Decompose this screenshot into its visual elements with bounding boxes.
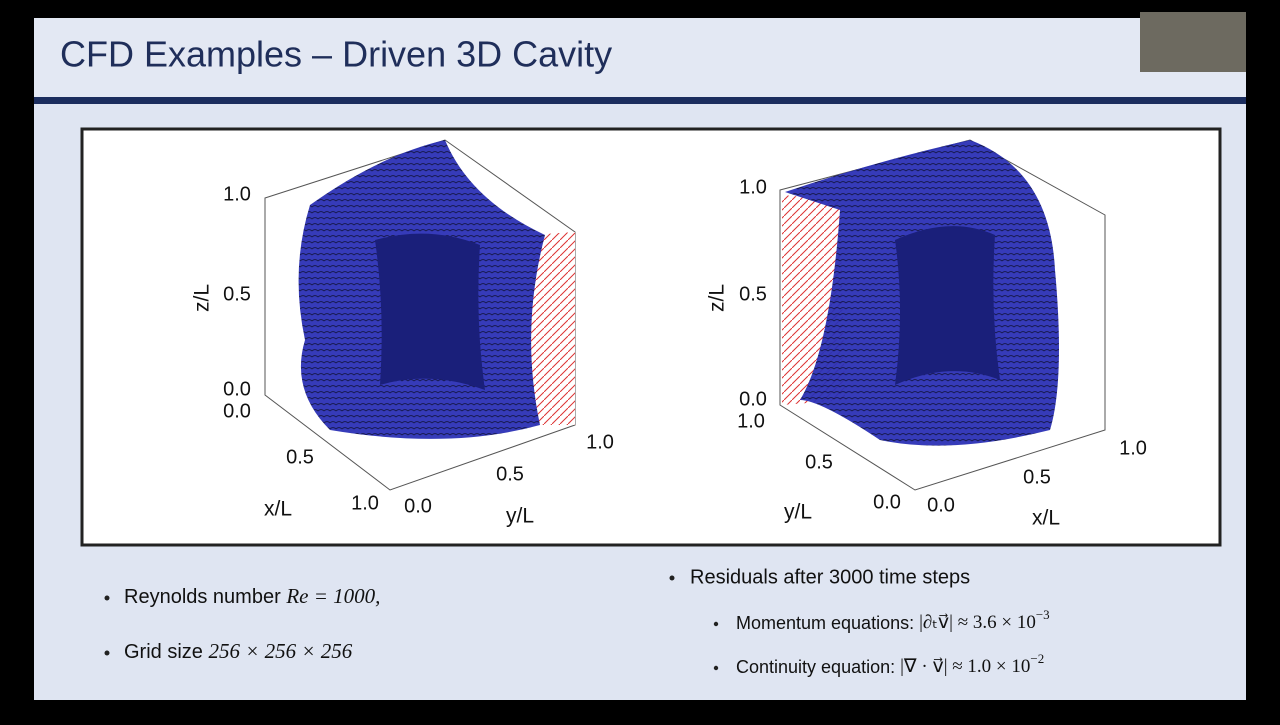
y-tick-label: 0.0 <box>873 491 901 513</box>
z-tick-label: 0.5 <box>223 283 251 305</box>
y-tick-label: 1.0 <box>737 410 765 432</box>
y-axis-label: y/L <box>506 505 534 528</box>
exponent: −2 <box>1030 651 1044 666</box>
z-axis-label: z/L <box>706 284 729 312</box>
math: |∂ₜv⃗| ≈ 3.6 × 10 <box>919 612 1036 633</box>
sub-bullet-item: Momentum equations: |∂ₜv⃗| ≈ 3.6 × 10−3 <box>736 607 1050 633</box>
bullet-text: Continuity equation: <box>736 657 900 677</box>
math: |∇ · v⃗| ≈ 1.0 × 10 <box>900 656 1030 677</box>
bullet <box>104 595 110 601</box>
slide-title: CFD Examples – Driven 3D Cavity <box>60 34 612 75</box>
bullet-text: Grid size <box>124 641 208 663</box>
plot: 0.0 0.5 1.0 z/L 0.0 0.5 1.0 x/L 0.0 0.5 1.0 y/L <box>706 139 1147 530</box>
title-bar <box>34 18 1246 98</box>
x-tick-label: 0.0 <box>927 494 955 516</box>
bullet-item: Grid size 256 × 256 × 256 <box>124 639 353 663</box>
math: Re = 1000, <box>285 584 380 608</box>
plot: 0.0 0.5 1.0 z/L 0.0 0.5 1.0 x/L 0.0 0.5 1.0 y/L <box>191 139 614 528</box>
z-tick-label: 1.0 <box>223 183 251 205</box>
z-tick-label: 1.0 <box>739 176 767 198</box>
bullet-text: Residuals after 3000 time steps <box>690 566 970 588</box>
bullet-text: Momentum equations: <box>736 613 919 633</box>
x-axis-label: x/L <box>264 498 292 521</box>
bullet-item: Reynolds number Re = 1000, <box>124 584 380 608</box>
y-axis-label: y/L <box>784 501 812 524</box>
math: 256 × 256 × 256 <box>208 639 352 663</box>
bullet <box>104 650 110 656</box>
x-tick-label: 0.0 <box>223 400 251 422</box>
exponent: −3 <box>1036 607 1050 622</box>
z-tick-label: 0.0 <box>223 378 251 400</box>
x-axis-label: x/L <box>1032 507 1060 530</box>
webcam <box>1140 12 1246 72</box>
bullet <box>713 665 719 671</box>
bullets-right: Residuals after 3000 time steps Momentum … <box>669 566 1050 677</box>
z-tick-label: 0.0 <box>739 388 767 410</box>
z-axis-label: z/L <box>191 284 214 312</box>
bullet <box>713 621 719 627</box>
bullet-text: Reynolds number <box>124 586 286 608</box>
x-tick-label: 1.0 <box>351 492 379 514</box>
x-tick-label: 0.5 <box>1023 466 1051 488</box>
sub-bullet-item: Continuity equation: |∇ · v⃗| ≈ 1.0 × 10… <box>736 651 1044 677</box>
title-rule <box>34 97 1246 104</box>
y-tick-label: 0.5 <box>805 451 833 473</box>
y-tick-label: 1.0 <box>586 431 614 453</box>
x-tick-label: 0.5 <box>286 446 314 468</box>
y-tick-label: 0.0 <box>404 495 432 517</box>
x-tick-label: 1.0 <box>1119 437 1147 459</box>
y-tick-label: 0.5 <box>496 463 524 485</box>
z-tick-label: 0.5 <box>739 283 767 305</box>
bullet <box>669 575 675 581</box>
bullets-left: Reynolds number Re = 1000, Grid size 256 … <box>104 584 380 663</box>
